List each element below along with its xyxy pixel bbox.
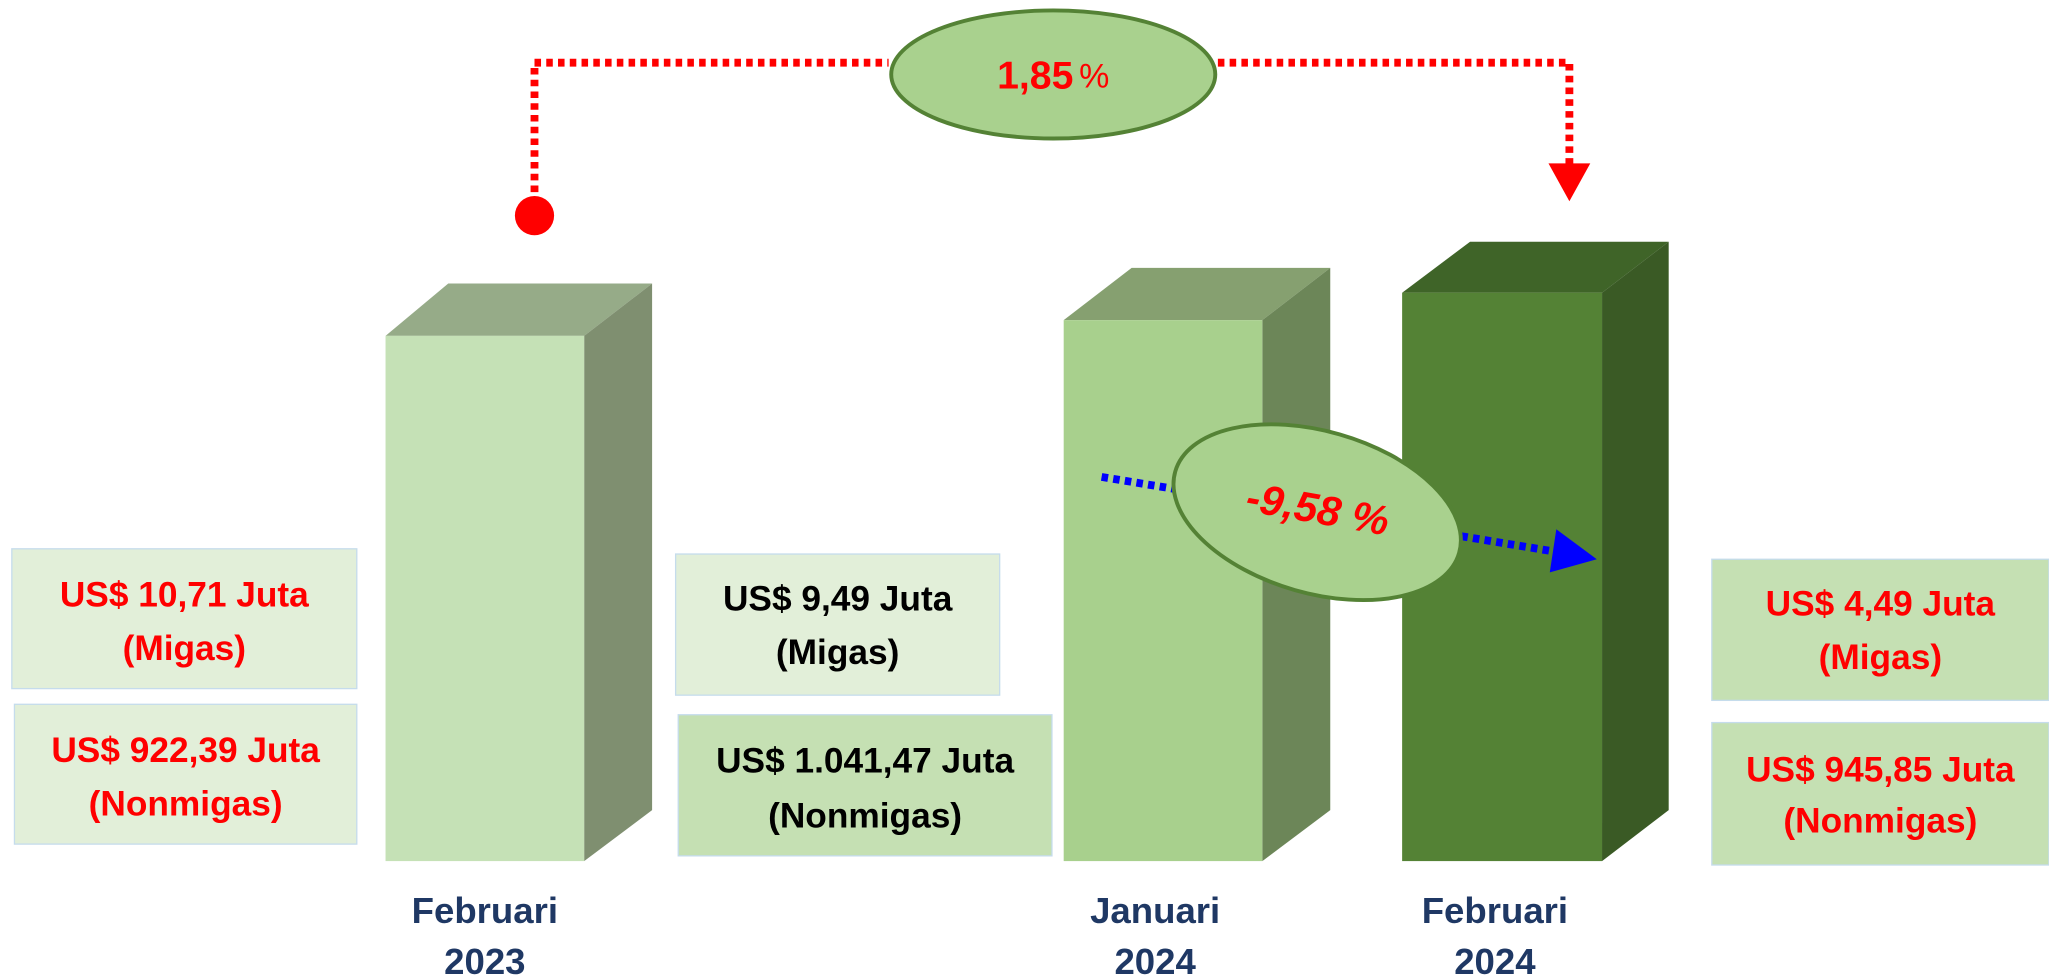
trend-line <box>1100 473 1563 557</box>
growth-unit: % <box>1079 57 1109 95</box>
trend-arrow <box>1549 529 1597 573</box>
bar-front <box>385 335 585 862</box>
bar-top <box>1402 241 1669 293</box>
migas-amount: US$ 4,49 Juta <box>1766 585 1996 624</box>
period-label: 2023 <box>444 941 525 980</box>
nonmigas-label: (Nonmigas) <box>768 796 962 835</box>
value-box <box>674 553 1001 696</box>
bar-side <box>584 283 653 862</box>
growth-yoy: 1,85 % <box>997 55 1109 98</box>
value-box <box>11 548 358 690</box>
bar-jan-2024 <box>1063 267 1331 862</box>
connector <box>530 58 889 216</box>
period-label: Februari <box>1422 890 1568 931</box>
connector-arrow <box>1548 163 1591 202</box>
nonmigas-label: (Nonmigas) <box>89 785 283 824</box>
nonmigas-label: (Nonmigas) <box>1783 802 1977 841</box>
bar-top <box>1063 267 1331 321</box>
period-label: 2024 <box>1454 941 1536 980</box>
migas-label: (Migas) <box>1819 638 1942 677</box>
connector-start <box>514 196 555 236</box>
migas-amount: US$ 9,49 Juta <box>723 579 953 618</box>
period-label: 2024 <box>1114 941 1196 980</box>
period-label: Februari <box>412 890 558 931</box>
value-box <box>1711 558 2049 702</box>
migas-label: (Migas) <box>776 633 899 672</box>
nonmigas-amount: US$ 922,39 Juta <box>51 731 320 770</box>
badge <box>889 8 1218 141</box>
value-box <box>13 703 358 845</box>
connector <box>1217 58 1574 168</box>
bar-side <box>1602 241 1669 862</box>
migas-label: (Migas) <box>123 629 246 668</box>
nonmigas-amount: US$ 1.041,47 Juta <box>716 741 1014 780</box>
nonmigas-amount: US$ 945,85 Juta <box>1746 751 2015 790</box>
value-box <box>1711 721 2049 866</box>
migas-amount: US$ 10,71 Juta <box>60 575 309 614</box>
badge <box>1171 422 1463 603</box>
bar-top <box>385 283 653 336</box>
growth-value: 1,85 <box>997 55 1073 98</box>
bar-front <box>1063 320 1263 862</box>
bar-feb-2023 <box>385 283 653 862</box>
value-box <box>677 714 1053 857</box>
period-label: Januari <box>1090 890 1220 931</box>
